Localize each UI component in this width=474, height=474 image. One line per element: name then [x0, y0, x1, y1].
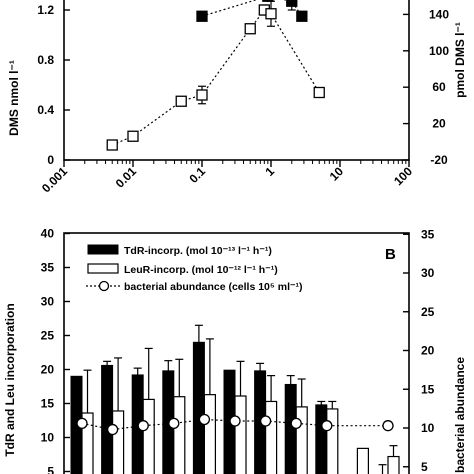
- abundance-point: [229, 415, 241, 427]
- panel-a-open-square-point: [127, 130, 139, 142]
- panel-a-plot-frame: [63, 0, 410, 161]
- legend-label-tdr: TdR-incorp. (mol 10⁻¹³ l⁻¹ h⁻¹): [124, 245, 272, 257]
- panel-a: DMS nmol l⁻¹ pmol DMS l⁻¹ 0 0.4 0.8 1.2 -20…: [7, 0, 467, 195]
- panel-a-filled-square-point: [262, 0, 274, 2]
- abundance-point: [198, 413, 211, 426]
- panel-a-x-tick-label: 100: [391, 164, 415, 188]
- abundance-point: [168, 417, 180, 430]
- panel-a-right-tick-label: 100: [429, 44, 449, 58]
- panel-b-left-tick-label: 40: [41, 227, 55, 241]
- panel-b-left-ticks: 5 10 15 20 25 30 35 40: [41, 227, 70, 474]
- panel-b-left-tick-label: 10: [41, 431, 55, 445]
- panel-a-right-tick-label: 140: [429, 7, 449, 21]
- panel-a-right-tick-label: 60: [432, 80, 446, 94]
- panel-a-right-ticks: -20 20 60 100 140: [403, 7, 449, 167]
- panel-a-left-tick-label: 0: [47, 153, 54, 167]
- panel-a-filled-square-point: [296, 10, 308, 22]
- abundance-point: [290, 417, 302, 430]
- panel-a-left-ticks: 0 0.4 0.8 1.2: [37, 3, 70, 167]
- tdr-bar: [284, 383, 297, 474]
- panel-a-open-square-point: [106, 139, 118, 151]
- panel-a-x-tick-label: 1: [262, 164, 277, 179]
- panel-b-left-tick-label: 35: [41, 261, 55, 275]
- abundance-point: [76, 417, 88, 430]
- panel-b-label: B: [385, 246, 396, 263]
- leu-bar: [203, 394, 216, 474]
- panel-a-x-ticks: 0.001 0.01 0.1 1 10 100: [39, 160, 415, 195]
- panel-b-data-marks: [70, 324, 400, 474]
- panel-b-right-tick-label: 10: [421, 421, 435, 435]
- panel-a-data-marks: [106, 0, 325, 151]
- panel-a-left-tick-label: 0.4: [37, 103, 54, 117]
- panel-b-left-tick-label: 20: [41, 363, 55, 377]
- panel-b-left-tick-label: 30: [41, 295, 55, 309]
- panel-b-right-tick-label: 15: [421, 382, 435, 396]
- legend-swatch-leu: [87, 263, 119, 274]
- panel-a-x-tick-label: 0.001: [39, 164, 70, 195]
- panel-b-legend: TdR-incorp. (mol 10⁻¹³ l⁻¹ h⁻¹) LeuR-inc…: [86, 244, 303, 293]
- legend-label-leu: LeuR-incorp. (mol 10⁻¹² l⁻¹ h⁻¹): [124, 264, 278, 276]
- panel-a-y-axis-label: DMS nmol l⁻¹: [7, 60, 21, 136]
- panel-a-open-square-point: [196, 89, 208, 101]
- abundance-line: [81, 418, 388, 431]
- leu-bar: [234, 395, 247, 474]
- abundance-point: [106, 423, 119, 436]
- leu-bar: [387, 455, 400, 474]
- panel-b-left-tick-label: 15: [41, 397, 55, 411]
- panel-b: B TdR and Leu incorporation bacterial ab…: [3, 227, 467, 474]
- panel-a-right-tick-label: -20: [430, 153, 448, 167]
- panel-a-left-tick-label: 0.8: [37, 53, 54, 67]
- panel-a-x-tick-label: 0.1: [186, 164, 208, 186]
- panel-b-left-tick-label: 25: [41, 329, 55, 343]
- leu-bar: [326, 408, 339, 474]
- panel-b-right-tick-label: 30: [421, 266, 435, 280]
- abundance-point: [259, 415, 272, 427]
- leu-bar: [265, 400, 278, 474]
- panel-a-open-square-point: [265, 8, 277, 20]
- leu-bar: [295, 406, 308, 474]
- tdr-bar: [315, 404, 328, 474]
- tdr-bar: [101, 364, 114, 474]
- panel-a-open-square-point: [175, 95, 187, 107]
- legend-label-abundance: bacterial abundance (cells 10⁵ ml⁻¹): [124, 281, 303, 293]
- abundance-point: [321, 420, 333, 432]
- abundance-point: [382, 420, 394, 432]
- panel-b-right-tick-label: 25: [421, 305, 435, 319]
- panel-a-left-tick-label: 1.2: [37, 3, 54, 17]
- panel-a-y2-axis-label: pmol DMS l⁻¹: [453, 22, 467, 98]
- panel-a-series-line: [111, 9, 320, 146]
- legend-swatch-tdr: [87, 244, 119, 255]
- panel-b-right-tick-label: 5: [421, 460, 428, 474]
- legend-marker-abundance: [98, 280, 110, 292]
- panel-b-left-tick-label: 5: [47, 465, 54, 474]
- panel-a-open-square-point: [313, 86, 325, 99]
- leu-bar: [142, 398, 155, 474]
- panel-a-filled-square-point: [196, 10, 208, 22]
- leu-bar: [356, 447, 369, 474]
- panel-b-y2-axis-label: bacterial abundance: [453, 357, 467, 473]
- panel-a-right-tick-label: 20: [432, 117, 446, 131]
- leu-bar: [111, 410, 125, 474]
- panel-b-right-tick-label: 20: [421, 344, 435, 358]
- panel-a-filled-square-point: [286, 0, 298, 7]
- panel-a-open-square-point: [244, 23, 256, 35]
- panel-a-x-tick-label: 0.01: [113, 164, 140, 191]
- panel-b-right-tick-label: 35: [421, 227, 435, 241]
- panel-b-y-axis-label: TdR and Leu incorporation: [3, 303, 17, 456]
- tdr-bar: [192, 341, 205, 474]
- abundance-point: [137, 420, 149, 432]
- panel-a-x-tick-label: 10: [327, 164, 347, 184]
- panel-b-plot-frame: [63, 232, 410, 474]
- panel-b-right-ticks: 5 10 15 20 25 30 35: [403, 227, 435, 474]
- leu-bar: [173, 396, 186, 474]
